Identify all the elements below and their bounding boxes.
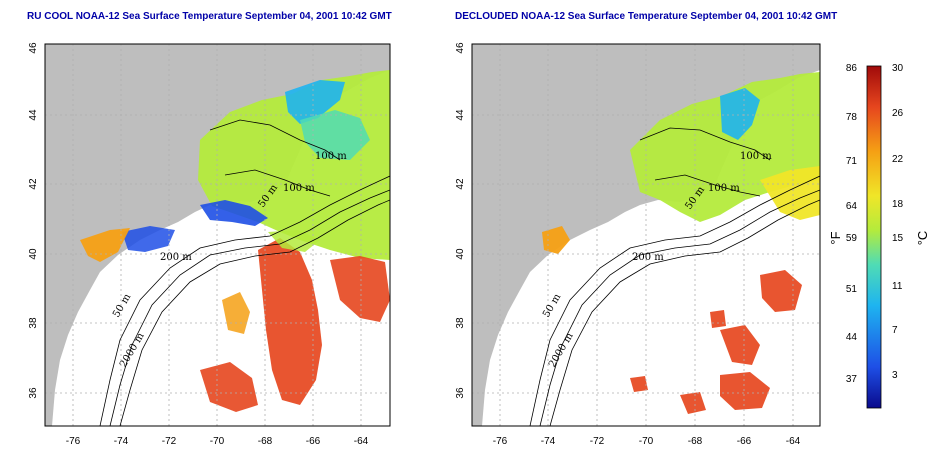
- colorbar-gradient: [866, 65, 882, 409]
- left-lon-tick: -72: [162, 436, 177, 447]
- fahrenheit-tick: 71: [846, 156, 858, 167]
- right-contour-label-200m: 200 m: [632, 252, 664, 263]
- right-lon-tick: -66: [737, 436, 752, 447]
- celsius-tick: 30: [892, 63, 904, 74]
- right-lat-tick: 46: [455, 42, 466, 54]
- right-bathymetry-contours: [529, 127, 820, 426]
- left-lat-tick: 38: [28, 317, 39, 329]
- right-lon-tick: -76: [493, 436, 508, 447]
- fahrenheit-tick: 59: [846, 233, 858, 244]
- left-nova-scotia-land: [330, 44, 390, 76]
- left-lon-tick: -70: [210, 436, 225, 447]
- right-lat-tick-labels: 36 38 40 42 44 46: [455, 42, 466, 399]
- celsius-tick: 3: [892, 370, 898, 381]
- celsius-tick: 22: [892, 154, 904, 165]
- left-lon-tick: -74: [114, 436, 129, 447]
- celsius-tick: 15: [892, 233, 904, 244]
- left-sst-warm-south: [200, 362, 258, 412]
- right-lat-tick: 42: [455, 178, 466, 190]
- right-lon-tick-labels: -76 -74 -72 -70 -68 -66 -64: [493, 436, 801, 447]
- left-sst-warm-stream: [258, 238, 322, 405]
- left-lat-tick: 36: [28, 387, 39, 399]
- right-contour-label-100m-north: 100 m: [740, 151, 772, 162]
- celsius-ticks: 30 26 22 18 15 11 7 3: [892, 63, 904, 381]
- right-sst-warm-patch-3: [720, 372, 770, 410]
- fahrenheit-tick: 78: [846, 112, 858, 123]
- left-contour-label-100m-north: 100 m: [315, 151, 347, 162]
- fahrenheit-tick: 86: [846, 63, 858, 74]
- left-bathymetry-contours: [99, 119, 390, 426]
- left-lat-tick: 42: [28, 178, 39, 190]
- celsius-tick: 18: [892, 199, 904, 210]
- left-lon-tick-labels: -76 -74 -72 -70 -68 -66 -64: [66, 436, 369, 447]
- right-contour-label-100m-south: 100 m: [708, 183, 740, 194]
- celsius-tick: 26: [892, 108, 904, 119]
- left-map-title: RU COOL NOAA-12 Sea Surface Temperature …: [27, 11, 392, 22]
- celsius-tick: 11: [892, 281, 903, 292]
- left-contour-label-200m: 200 m: [160, 252, 192, 263]
- left-sst-cool-band-2: [300, 110, 370, 160]
- left-lat-tick-labels: 36 38 40 42 44 46: [28, 42, 39, 399]
- left-lon-tick: -76: [66, 436, 81, 447]
- left-lat-tick: 40: [28, 248, 39, 260]
- right-grid: [472, 44, 820, 426]
- right-lat-tick: 38: [455, 317, 466, 329]
- right-sst-warm-patch-4: [630, 376, 648, 392]
- temperature-colorbar: 86 78 71 64 59 51 44 37 30 26 22 18 15 1…: [828, 63, 930, 409]
- left-sst-warm-east: [330, 256, 390, 322]
- right-lat-tick: 44: [455, 109, 466, 121]
- left-lat-tick: 44: [28, 109, 39, 121]
- right-lon-tick: -74: [541, 436, 556, 447]
- right-lon-tick: -70: [639, 436, 654, 447]
- left-sst-cool-band: [285, 80, 345, 124]
- left-sst-cold-shelf-2: [122, 226, 175, 252]
- right-sst-warm-west: [542, 226, 570, 254]
- right-map-panel: 100 m 100 m 50 m 200 m 50 m 2000 m -76 -…: [455, 42, 821, 447]
- right-map-frame: [471, 43, 821, 427]
- right-sst-cool-band: [720, 88, 760, 140]
- celsius-tick: 7: [892, 325, 898, 336]
- fahrenheit-tick: 37: [846, 374, 858, 385]
- fahrenheit-ticks: 86 78 71 64 59 51 44 37: [846, 63, 858, 385]
- left-lon-tick: -66: [306, 436, 321, 447]
- right-map-title: DECLOUDED NOAA-12 Sea Surface Temperatur…: [455, 11, 838, 22]
- left-sst-warm-patch: [222, 292, 250, 334]
- left-lat-tick: 46: [28, 42, 39, 54]
- right-lon-tick: -64: [786, 436, 801, 447]
- right-lat-tick: 36: [455, 387, 466, 399]
- left-grid: [45, 44, 390, 426]
- left-sst-green-patch: [268, 230, 320, 252]
- right-lon-tick: -68: [688, 436, 703, 447]
- left-contour-label-100m-south: 100 m: [283, 183, 315, 194]
- celsius-unit-label: °C: [915, 231, 930, 246]
- left-lon-tick: -68: [258, 436, 273, 447]
- right-lat-tick: 40: [455, 248, 466, 260]
- right-lon-tick: -72: [590, 436, 605, 447]
- fahrenheit-tick: 44: [846, 332, 858, 343]
- right-sst-warm-patch-1: [760, 270, 802, 312]
- right-sst-warm-patch-2: [720, 325, 760, 365]
- left-sst-warm-west: [80, 228, 130, 262]
- fahrenheit-tick: 64: [846, 201, 858, 212]
- left-map-panel: 100 m 100 m 50 m 200 m 50 m 2000 m -76 -…: [28, 42, 391, 447]
- right-sst-warm-patch-5: [710, 310, 726, 328]
- left-map-frame: [44, 43, 391, 427]
- left-lon-tick: -64: [354, 436, 369, 447]
- right-sst-warm-patch-6: [680, 392, 706, 414]
- fahrenheit-tick: 51: [846, 284, 858, 295]
- fahrenheit-unit-label: °F: [828, 231, 843, 244]
